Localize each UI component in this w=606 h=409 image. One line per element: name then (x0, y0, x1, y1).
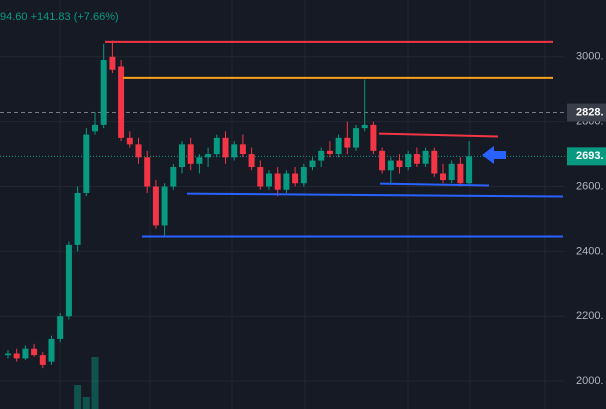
candle-body (318, 150, 325, 161)
y-tick-label: 2000. (576, 375, 604, 387)
candle-body (335, 137, 342, 155)
price-tag-box (567, 103, 606, 122)
candle-body (309, 160, 316, 168)
candle-body (5, 353, 11, 356)
y-tick-label: 2600. (576, 180, 604, 192)
candle-body (266, 173, 272, 187)
candle-body (370, 124, 377, 151)
candle-body (457, 163, 464, 184)
candle-body (74, 192, 81, 245)
candle-body (405, 154, 412, 168)
candle-body (248, 154, 255, 168)
candle-body (283, 173, 290, 190)
candle-body (396, 160, 403, 168)
candle-body (353, 128, 359, 148)
candle-body (222, 137, 229, 158)
candle-body (109, 56, 116, 70)
candle-body (31, 348, 38, 356)
candle-body (22, 348, 29, 359)
drawn-line (378, 132, 499, 138)
candle-body (118, 66, 125, 138)
candle-body (161, 186, 168, 226)
candle-body (292, 173, 299, 184)
price-tag-label: 2693. (576, 150, 604, 162)
candle-body (135, 144, 142, 158)
candle-body (466, 156, 473, 184)
candle-body (48, 338, 55, 362)
volume-bar (74, 385, 82, 409)
candle-body (361, 124, 368, 129)
candle-body (448, 163, 455, 181)
candle-body (100, 60, 107, 125)
y-tick-label: 3000. (576, 51, 604, 63)
candle-body (387, 160, 394, 171)
price-levels (0, 112, 565, 157)
grid (0, 0, 565, 409)
volume-bar (82, 397, 90, 409)
candle-body (144, 157, 151, 187)
candle-body (231, 144, 238, 158)
candle-body (326, 150, 333, 155)
candle-body (83, 134, 90, 193)
drawn-line (186, 192, 564, 198)
candle-body (179, 144, 185, 168)
price-axis: 2000.2200.2400.2600.2800.3000.2828.2693. (567, 51, 606, 387)
candle-body (152, 186, 159, 226)
candle-body (422, 150, 429, 164)
candle-body (413, 154, 420, 164)
candle-body (13, 353, 20, 359)
candle-body (65, 244, 72, 317)
candle-body (205, 154, 212, 158)
candle-body (257, 167, 264, 187)
candle-body (300, 167, 307, 184)
candle-body (187, 144, 194, 164)
candle-body (213, 137, 220, 155)
candle-body (344, 137, 351, 148)
candle-body (431, 150, 438, 174)
header-quote: 94.60 +141.83 (+7.66%) (0, 11, 119, 23)
y-tick-label: 2400. (576, 245, 604, 257)
candle-body (196, 157, 203, 164)
candle-body (440, 173, 446, 181)
candle-body (274, 173, 281, 190)
y-tick-label: 2200. (576, 310, 604, 322)
price-tag-box (567, 147, 606, 166)
candles (5, 40, 473, 369)
volume-pane (74, 357, 99, 409)
volume-bar (91, 357, 99, 409)
drawings (105, 40, 564, 238)
candle-body (239, 144, 246, 155)
candle-body (170, 167, 177, 187)
candle-body (57, 316, 64, 339)
price-tag-label: 2828. (576, 106, 604, 118)
candle-body (92, 124, 98, 132)
drawn-line (379, 182, 490, 187)
candle-body (379, 150, 386, 171)
candle-body (39, 355, 46, 365)
arrow-marker (482, 146, 506, 164)
candle-body (126, 137, 133, 145)
